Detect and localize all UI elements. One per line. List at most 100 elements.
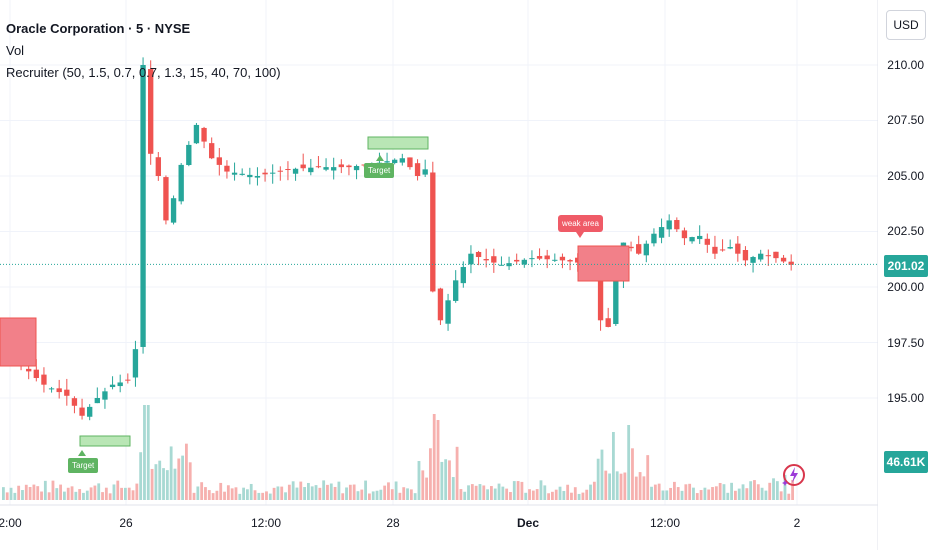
volume-bar <box>249 483 253 500</box>
target-zone <box>79 435 131 447</box>
price-chart[interactable] <box>0 0 878 550</box>
candle-body <box>48 388 55 390</box>
volume-bar <box>531 490 535 500</box>
volume-bar <box>173 468 177 500</box>
volume-bar <box>612 432 615 500</box>
volume-bar <box>177 458 181 500</box>
volume-bar <box>688 483 692 500</box>
candle-body <box>498 264 505 266</box>
volume-bar <box>24 484 28 500</box>
volume-bar <box>242 487 245 500</box>
volume-indicator-label[interactable]: Vol <box>6 43 25 58</box>
symbol-title[interactable]: Oracle Corporation · 5 · NYSE <box>6 21 191 36</box>
volume-bar <box>21 490 24 500</box>
volume-bar <box>665 490 669 500</box>
candle-body <box>475 251 482 258</box>
candle-body <box>689 237 695 242</box>
volume-bar <box>497 483 501 500</box>
price-tick: 195.00 <box>887 391 924 405</box>
candle-body <box>422 169 428 175</box>
volume-bar <box>257 492 261 500</box>
volume-bar <box>577 493 581 500</box>
candle-body <box>170 198 177 223</box>
volume-bar <box>17 485 21 500</box>
volume-bar <box>436 420 440 500</box>
volume-bar <box>741 484 745 500</box>
recruiter-indicator-label[interactable]: Recruiter (50, 1.5, 0.7, 0.7, 1.3, 15, 4… <box>6 65 281 80</box>
volume-bar <box>756 484 760 500</box>
volume-bar <box>143 405 146 500</box>
candle-body <box>392 159 398 164</box>
volume-bar <box>417 461 421 500</box>
volume-bar <box>188 462 192 500</box>
volume-bar <box>66 487 70 500</box>
volume-bar <box>375 490 379 500</box>
candle-body <box>628 246 634 249</box>
volume-bar <box>711 487 714 500</box>
volume-bar <box>470 484 474 500</box>
candle-body <box>94 398 100 404</box>
lightning-sparkle-icon[interactable] <box>780 462 806 488</box>
candle-body <box>216 157 222 165</box>
volume-bar <box>291 481 295 500</box>
chart-legend: Oracle Corporation · 5 · NYSE Vol Recrui… <box>6 18 281 84</box>
target-label: Target <box>68 458 99 473</box>
candle-body <box>117 382 123 387</box>
volume-bar <box>246 489 249 500</box>
volume-bar <box>139 452 143 500</box>
volume-bar <box>215 490 219 500</box>
volume-bar <box>185 443 188 500</box>
volume-bar <box>543 485 547 500</box>
candle-body <box>491 256 497 263</box>
target-pointer <box>376 155 384 161</box>
candle-body <box>247 174 253 178</box>
volume-bar <box>676 487 680 500</box>
candle-body <box>544 255 550 260</box>
volume-bar <box>478 484 482 500</box>
candle-body <box>559 256 566 261</box>
volume-bar <box>455 446 459 500</box>
candle-body <box>353 166 360 171</box>
volume-bar <box>775 481 779 500</box>
candle-body <box>201 127 207 142</box>
volume-bar <box>734 490 737 500</box>
volume-bar <box>108 493 112 500</box>
volume-bar <box>406 488 409 500</box>
candle-body <box>658 227 665 238</box>
volume-bar <box>512 481 516 500</box>
candle-body <box>178 164 184 202</box>
currency-button[interactable]: USD <box>886 10 926 40</box>
volume-bar <box>505 488 509 500</box>
volume-bar <box>749 481 753 500</box>
volume-bar <box>268 493 272 500</box>
volume-bar <box>307 482 310 500</box>
candle-body <box>506 263 512 267</box>
candle-body <box>697 235 703 240</box>
candle-body <box>300 164 306 169</box>
candle-body <box>186 144 192 166</box>
volume-bar <box>516 481 520 500</box>
volume-bar <box>112 484 116 500</box>
time-tick: 28 <box>386 516 400 530</box>
candle-body <box>109 384 116 388</box>
volume-bar <box>604 470 608 500</box>
volume-bar <box>600 449 604 500</box>
volume-bar <box>390 489 394 500</box>
volume-bar <box>253 490 257 500</box>
volume-bar <box>699 490 703 500</box>
candle-body <box>613 275 619 325</box>
volume-bar <box>646 455 650 500</box>
candle-body <box>331 167 337 171</box>
candle-body <box>735 243 741 254</box>
volume-bar <box>345 487 348 500</box>
weak-area-zone <box>577 245 630 282</box>
volume-bar <box>440 461 444 500</box>
volume-bar <box>85 490 89 500</box>
volume-bar <box>314 485 318 500</box>
candle-body <box>521 259 527 265</box>
volume-bar <box>585 489 589 500</box>
volume-bar <box>608 473 611 500</box>
volume-bar <box>2 487 5 500</box>
candle-body <box>605 318 611 327</box>
